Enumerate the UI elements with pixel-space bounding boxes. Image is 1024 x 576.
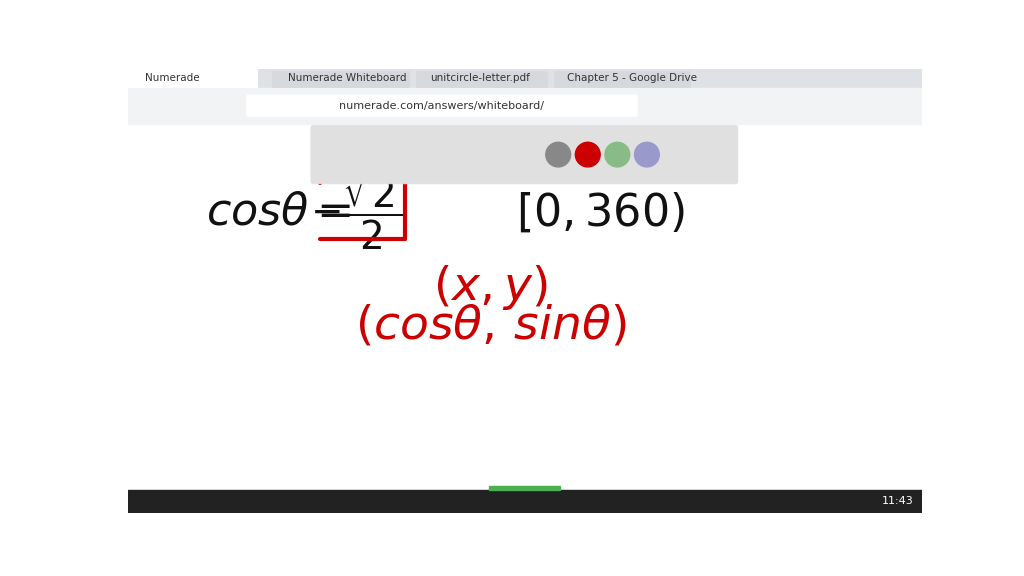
Text: Numerade Whiteboard: Numerade Whiteboard xyxy=(288,73,407,84)
Text: Numerade: Numerade xyxy=(145,73,200,84)
FancyBboxPatch shape xyxy=(247,95,637,116)
Text: Chapter 5 - Google Drive: Chapter 5 - Google Drive xyxy=(566,73,696,84)
Bar xyxy=(272,71,409,87)
Text: 11:43: 11:43 xyxy=(882,497,913,506)
FancyBboxPatch shape xyxy=(311,126,738,184)
Bar xyxy=(128,69,258,88)
Circle shape xyxy=(605,142,630,167)
Text: $cos\theta =$: $cos\theta =$ xyxy=(206,191,351,234)
Text: unitcircle-letter.pdf: unitcircle-letter.pdf xyxy=(430,73,530,84)
Bar xyxy=(128,69,922,88)
Bar xyxy=(417,71,547,87)
Bar xyxy=(128,490,922,513)
Circle shape xyxy=(575,142,600,167)
Bar xyxy=(489,487,560,490)
Circle shape xyxy=(546,142,570,167)
Text: $(x,y)$: $(x,y)$ xyxy=(433,263,548,312)
Text: $(cos\theta,\,sin\theta)$: $(cos\theta,\,sin\theta)$ xyxy=(355,304,627,349)
Circle shape xyxy=(635,142,659,167)
Bar xyxy=(128,88,922,124)
Bar xyxy=(554,71,690,87)
Text: $-\dfrac{\sqrt{2}}{2}$: $-\dfrac{\sqrt{2}}{2}$ xyxy=(310,162,403,252)
Text: numerade.com/answers/whiteboard/: numerade.com/answers/whiteboard/ xyxy=(339,101,545,111)
Text: $[0,360)$: $[0,360)$ xyxy=(515,191,684,234)
